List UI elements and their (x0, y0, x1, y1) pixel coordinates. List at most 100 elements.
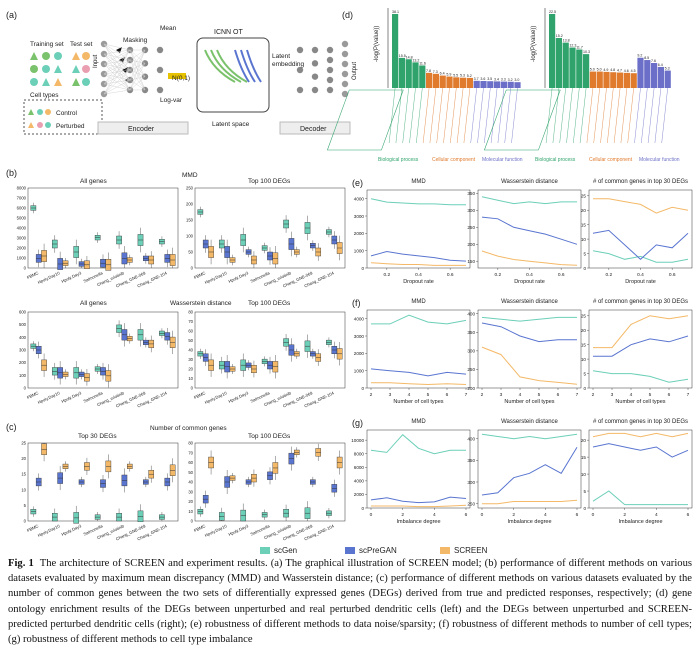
c-right-ytick: 30 (188, 489, 193, 494)
go-term-leader (545, 87, 553, 144)
cell-triangle (42, 78, 50, 86)
input-label: Input (93, 54, 99, 68)
b1-right-ytick: 150 (186, 218, 194, 223)
go-right-bar (576, 49, 583, 88)
go-right-bar (603, 71, 610, 88)
line-ytick: 15 (581, 342, 587, 347)
output-node (341, 80, 349, 88)
series-line-scpregan (592, 443, 689, 458)
latent-space-label: Latent space (212, 121, 250, 128)
go-right-bar (630, 73, 637, 88)
decoder-node (311, 73, 319, 80)
line-xtick: 0.6 (447, 272, 454, 278)
encoder-edge (129, 49, 146, 81)
b1-right-xtick: Hpoly.Day3 (228, 270, 250, 284)
line-ytick: 250 (467, 501, 475, 506)
line-xtick: 0.4 (526, 272, 533, 278)
line-xtick: 4 (544, 512, 547, 518)
line-frame (366, 189, 471, 269)
go-right-bar-value: 5.3 (665, 67, 670, 71)
go-left-bar-value: 38.1 (392, 10, 399, 14)
b2-right-ytick: 50 (188, 338, 193, 343)
b1-left-ytick: 8000 (17, 186, 27, 191)
decoder-node (326, 46, 334, 54)
output-node (341, 70, 349, 78)
line-xtick: 0 (592, 512, 595, 518)
test-cell-circle (82, 52, 90, 60)
go-right-bar-value: 4.8 (610, 68, 615, 72)
c-left-title: Top 30 DEGs (78, 433, 117, 440)
go-term-leader (559, 87, 566, 144)
encoder-bar (97, 121, 189, 135)
line-xtick: 2 (370, 392, 373, 398)
go-cat-bio: Biological process (535, 157, 576, 163)
b1-left-ytick: 3000 (17, 236, 27, 241)
go-right-bar (651, 63, 658, 88)
panel-label-d: (d) (342, 10, 353, 20)
training-set-label: Training set (30, 41, 64, 48)
line-ytick: 2000 (354, 231, 365, 236)
go-term-leader (456, 87, 464, 144)
line-ytick: 400 (467, 436, 475, 441)
encoder-edge (129, 49, 146, 77)
line-ytick: 250 (467, 225, 475, 230)
panel-label-f: (f) (352, 298, 361, 308)
go-left-bar (466, 77, 473, 88)
go-right-bar-value: 9.2 (637, 54, 642, 58)
b2-left-ytick: 0 (24, 386, 27, 391)
go-term-leader (600, 87, 607, 144)
line-xtick: 0.4 (415, 272, 422, 278)
line-xtick: 6 (687, 512, 690, 518)
line-ytick: 5 (583, 489, 586, 494)
legend-circ (37, 109, 43, 115)
b1-left-xtick: Hpoly.Day3 (61, 270, 83, 284)
encoder-edge (129, 69, 146, 91)
encoder-edge (129, 63, 146, 71)
b2-right-xtick: Hpoly.Day10 (204, 390, 228, 405)
go-term-leader (566, 87, 573, 144)
go-left-bar-value: 3.2 (508, 78, 513, 82)
b1-right-xtick: PBMC (193, 270, 206, 280)
line-xtick: 6 (446, 392, 449, 398)
encoder-label: Encoder (128, 126, 155, 133)
panel-label-a: (a) (6, 10, 17, 20)
go-term-leader (409, 87, 416, 144)
series-line-scpregan (370, 250, 467, 262)
line-ytick: 10 (581, 357, 587, 362)
go-right-bar-value: 5.0 (590, 68, 595, 72)
go-term-leader (402, 87, 409, 144)
line-ytick: 0 (583, 266, 586, 271)
go-left-bar-value: 5.3 (460, 74, 465, 78)
go-left-bar-value: 14.8 (406, 55, 413, 59)
line-ytick: 10 (581, 472, 587, 477)
go-term-leader (416, 87, 423, 144)
line-xtick: 6 (576, 512, 579, 518)
decoder-node (326, 86, 334, 94)
b1-right-frame (194, 187, 346, 269)
encoder-edge (103, 49, 131, 75)
output-node (341, 40, 349, 48)
line-ytick: 350 (467, 458, 475, 463)
decoder-node (326, 66, 334, 74)
output-label: Output (352, 62, 358, 80)
series-line-scpregan (592, 229, 689, 260)
line-xtick: 4 (655, 512, 658, 518)
line-ytick: 20 (581, 438, 587, 443)
go-left-bar-value: 3.6 (480, 77, 485, 81)
legend-circ (45, 122, 51, 128)
go-term-leader (579, 87, 587, 144)
go-left-bar (453, 77, 460, 88)
b2-right-ytick: 10 (188, 376, 193, 381)
decoder-node (296, 66, 304, 74)
series-line-scgen (371, 314, 467, 325)
line-frame (588, 189, 693, 269)
line-xtick: 4 (433, 512, 436, 518)
panel-label-b: (b) (6, 168, 17, 178)
mask-arrow (122, 67, 128, 73)
go-term-leader (573, 87, 580, 144)
line-title: MMD (411, 419, 426, 425)
line-ytick: 20 (581, 208, 587, 213)
b2-right-xtick: Hpoly.Day3 (228, 390, 250, 404)
go-right-bar-value: 10.3 (583, 50, 590, 54)
line-xlabel: Number of cell types (615, 399, 665, 405)
